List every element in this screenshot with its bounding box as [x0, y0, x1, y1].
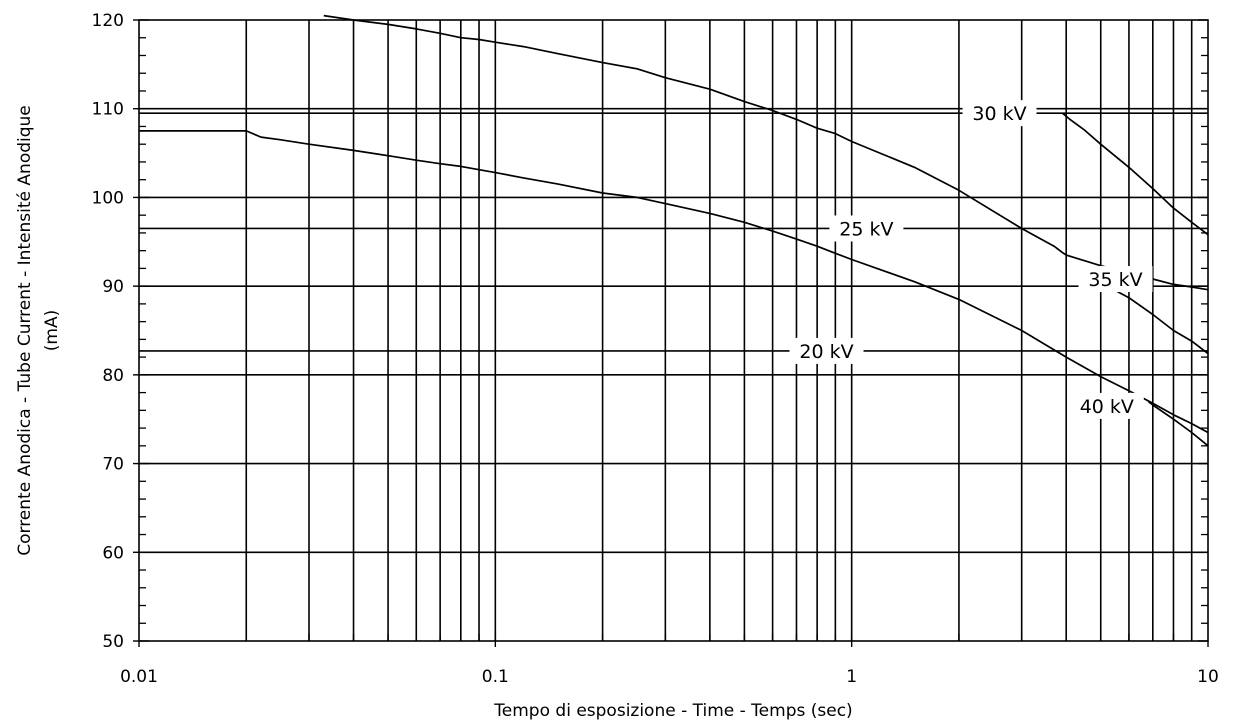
series-label: 35 kV	[1088, 269, 1142, 291]
series-label-background	[829, 215, 904, 242]
y-tick-label: 100	[92, 188, 124, 208]
series-labels: 20 kV 25 kV 30 kV 35 kV 40 kV	[799, 103, 1142, 418]
y-tick-label: 90	[102, 277, 124, 297]
x-axis-label: Tempo di esposizione - Time - Temps (sec…	[493, 701, 852, 721]
y-tick-label: 120	[92, 11, 124, 31]
y-tick-label: 80	[102, 366, 124, 386]
y-axis-label: Corrente Anodica - Tube Current - Intens…	[15, 105, 62, 556]
series-line	[1147, 400, 1209, 447]
series-label-backgrounds	[789, 100, 1153, 419]
series-label: 20 kV	[799, 341, 853, 363]
y-tick-label: 60	[102, 543, 124, 563]
series-reference-lines	[139, 112, 1208, 352]
x-tick-label: 0.01	[120, 667, 158, 687]
y-tick-label: 50	[102, 632, 124, 652]
plot-frame	[138, 19, 1209, 642]
series-label-background	[789, 337, 864, 364]
x-tick-label: 0.1	[482, 667, 509, 687]
y-gridlines	[139, 107, 1208, 554]
y-axis-label-line-1: Corrente Anodica - Tube Current - Intens…	[15, 105, 35, 556]
series-curves	[139, 14, 1209, 447]
y-tick-label: 110	[92, 100, 124, 120]
y-tick-label: 70	[102, 455, 124, 475]
series-line	[1061, 112, 1209, 236]
series-label: 25 kV	[839, 218, 893, 240]
series-line	[323, 14, 1209, 291]
y-axis-label-line-2: (mA)	[42, 310, 62, 351]
series-label: 30 kV	[972, 103, 1026, 125]
y-minor-ticks	[133, 19, 1208, 642]
x-minor-ticks	[245, 634, 1193, 641]
x-tick-label: 1	[846, 667, 857, 687]
series-label-background	[962, 100, 1037, 127]
series-label: 40 kV	[1080, 396, 1134, 418]
series-label-background	[1078, 266, 1153, 293]
y-tick-labels: 50 60 70 80 90 100 110 120	[92, 11, 124, 652]
x-tick-labels: 0.01 0.1 1 10	[120, 641, 1219, 687]
x-tick-label: 10	[1197, 667, 1219, 687]
series-label-background	[1069, 392, 1144, 419]
series-line	[139, 130, 1209, 434]
